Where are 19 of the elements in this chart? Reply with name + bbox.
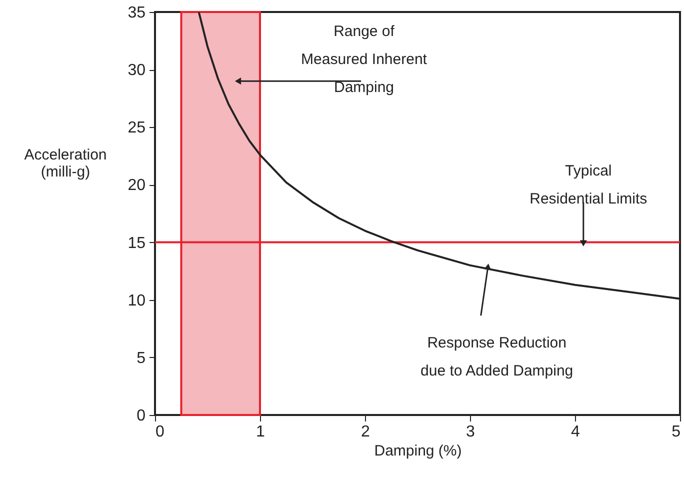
y-tick-label: 25 <box>128 120 146 137</box>
y-tick-label: 15 <box>128 234 146 252</box>
x-tick-label: 3 <box>466 424 476 440</box>
y-axis-title: Acceleration (milli-g) <box>24 146 107 180</box>
x-tick-label: 4 <box>571 424 580 440</box>
x-axis-title: Damping (%) <box>374 442 462 460</box>
y-tick-label: 0 <box>136 408 146 424</box>
x-tick-label: 5 <box>672 424 681 440</box>
annotation: Range of Measured Inherent Damping <box>301 23 428 96</box>
x-tick-label: 2 <box>361 424 370 440</box>
y-tick-label: 20 <box>128 177 146 194</box>
y-tick-label: 30 <box>128 62 146 80</box>
y-tick-label: 10 <box>128 292 146 310</box>
x-tick-label: 1 <box>256 424 266 440</box>
y-tick-label: 5 <box>136 350 146 367</box>
annotation: Typical Residential Limits <box>530 162 648 208</box>
y-tick-label: 35 <box>128 4 146 22</box>
x-tick-label: 0 <box>156 424 164 440</box>
annotation: Response Reduction due to Added Damping <box>420 334 574 380</box>
